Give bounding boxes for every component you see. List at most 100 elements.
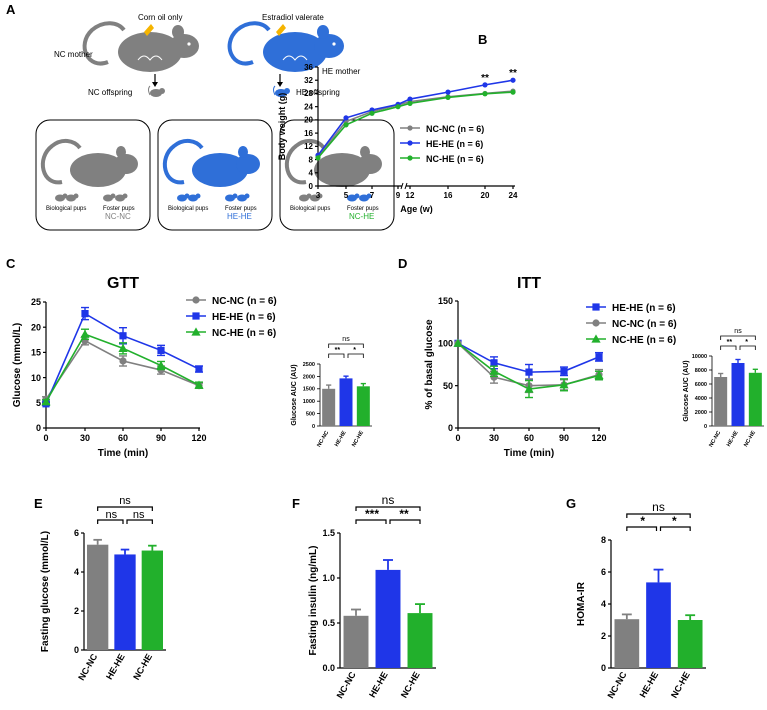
x-tick-label: HE-HE	[367, 670, 390, 699]
significance-label: **	[509, 68, 517, 79]
data-point	[369, 110, 375, 116]
x-axis-label: Time (min)	[504, 448, 554, 459]
y-tick-label: 2	[601, 631, 606, 641]
y-axis-label: Glucose AUC (AU)	[291, 364, 298, 425]
y-tick-label: 4	[74, 567, 79, 577]
x-tick-label: 30	[489, 433, 499, 443]
significance-bracket	[328, 353, 345, 358]
legend-entry: NC-HE (n = 6)	[212, 328, 276, 339]
box3-group-label: NC-HE	[349, 212, 374, 221]
y-tick-label: 6	[74, 528, 79, 538]
data-point	[594, 370, 604, 380]
y-axis-label: Body weight (g)	[277, 93, 287, 161]
axis-break	[402, 183, 406, 189]
data-point	[195, 365, 203, 373]
legend-marker	[592, 319, 600, 327]
box2-foster-label: Foster pups	[225, 206, 257, 212]
y-tick-label: 0	[448, 423, 453, 433]
bar-nc-he	[141, 550, 163, 650]
x-tick-label: 120	[591, 433, 606, 443]
data-point	[81, 309, 89, 318]
legend-entry: HE-HE (n = 6)	[212, 312, 276, 323]
y-tick-label: 0.5	[322, 618, 335, 628]
significance-label: **	[335, 347, 341, 354]
significance-label: ***	[365, 507, 379, 521]
y-tick-label: 2000	[303, 374, 315, 380]
chart-g-homa-ir: G 0 2 4 6 8 HOMA-IR NC-NC HE-HE NC-HE ns * *	[566, 496, 706, 700]
legend-entry: NC-HE (n = 6)	[612, 335, 676, 346]
x-tick-label: HE-HE	[104, 652, 127, 681]
significance-label: *	[353, 347, 356, 354]
significance-label: **	[481, 73, 489, 84]
y-tick-label: 12	[304, 142, 313, 151]
panel-letter: G	[566, 496, 576, 511]
y-tick-label: 0	[74, 645, 79, 655]
data-point	[524, 384, 534, 393]
data-point	[119, 332, 127, 340]
y-axis-label: Glucose AUC (AU)	[683, 360, 690, 421]
box1-bio-label: Biological pups	[46, 206, 86, 212]
bar-he-he	[375, 569, 401, 668]
data-point	[489, 366, 499, 375]
series-nc-he	[41, 328, 204, 406]
box3-bio-label: Biological pups	[290, 206, 330, 212]
significance-label: ns	[133, 509, 145, 521]
y-tick-label: 6000	[695, 382, 707, 388]
legend-marker	[192, 296, 200, 304]
nc-arrow-head-icon	[152, 82, 158, 87]
x-tick-label: NC-NC	[708, 430, 722, 448]
legend-marker	[191, 327, 201, 336]
data-point	[119, 357, 127, 365]
y-axis-label: Fasting glucose (mmol/L)	[40, 531, 51, 652]
y-tick-label: 0	[601, 663, 606, 673]
y-tick-label: 0	[704, 424, 707, 430]
box2-group-label: HE-HE	[227, 212, 252, 221]
series-he-he	[454, 339, 603, 381]
data-point	[343, 115, 349, 121]
y-tick-label: 8	[601, 535, 606, 545]
y-axis-label: % of basal glucose	[424, 319, 435, 409]
y-tick-label: 6	[601, 567, 606, 577]
x-tick-label: 12	[406, 191, 415, 200]
significance-bracket	[739, 345, 756, 350]
significance-label: ns	[106, 509, 118, 521]
panel-letter: B	[478, 32, 487, 47]
bar-nc-he	[677, 620, 703, 668]
x-tick-label: 24	[509, 191, 518, 200]
y-tick-label: 2	[74, 606, 79, 616]
legend-entry: HE-HE (n = 6)	[426, 139, 483, 149]
significance-label: ns	[382, 493, 395, 507]
data-point	[315, 155, 321, 161]
bar-nc-he	[407, 613, 433, 668]
significance-label: ns	[734, 328, 742, 335]
y-tick-label: 16	[304, 129, 313, 138]
bar-nc-nc	[614, 619, 640, 668]
he-mother-label: HE mother	[322, 67, 361, 76]
bar-nc-he	[748, 372, 762, 426]
panel-letter: D	[398, 256, 407, 271]
legend-marker	[591, 334, 601, 343]
y-tick-label: 25	[31, 297, 41, 307]
x-tick-label: 30	[80, 433, 90, 443]
data-point	[445, 89, 451, 95]
x-tick-label: HE-HE	[638, 670, 661, 699]
nc-mother-mouse-icon	[82, 21, 199, 72]
y-tick-label: 150	[438, 296, 453, 306]
y-tick-label: 4	[601, 599, 606, 609]
y-tick-label: 5	[36, 398, 41, 408]
data-point	[445, 94, 451, 101]
data-point	[525, 368, 533, 376]
data-point	[490, 373, 498, 381]
data-point	[407, 100, 413, 106]
significance-bracket	[347, 353, 364, 358]
chart-title: GTT	[107, 275, 139, 292]
box-nc-he: Biological pups Foster pups NC-HE	[279, 119, 395, 231]
x-tick-label: 0	[455, 433, 460, 443]
legend-marker	[407, 140, 413, 146]
data-point	[156, 360, 166, 370]
bar-he-he	[114, 554, 136, 650]
y-tick-label: 1.5	[322, 528, 335, 538]
panel-a-letter: A	[6, 2, 16, 17]
significance-bracket	[328, 343, 364, 348]
